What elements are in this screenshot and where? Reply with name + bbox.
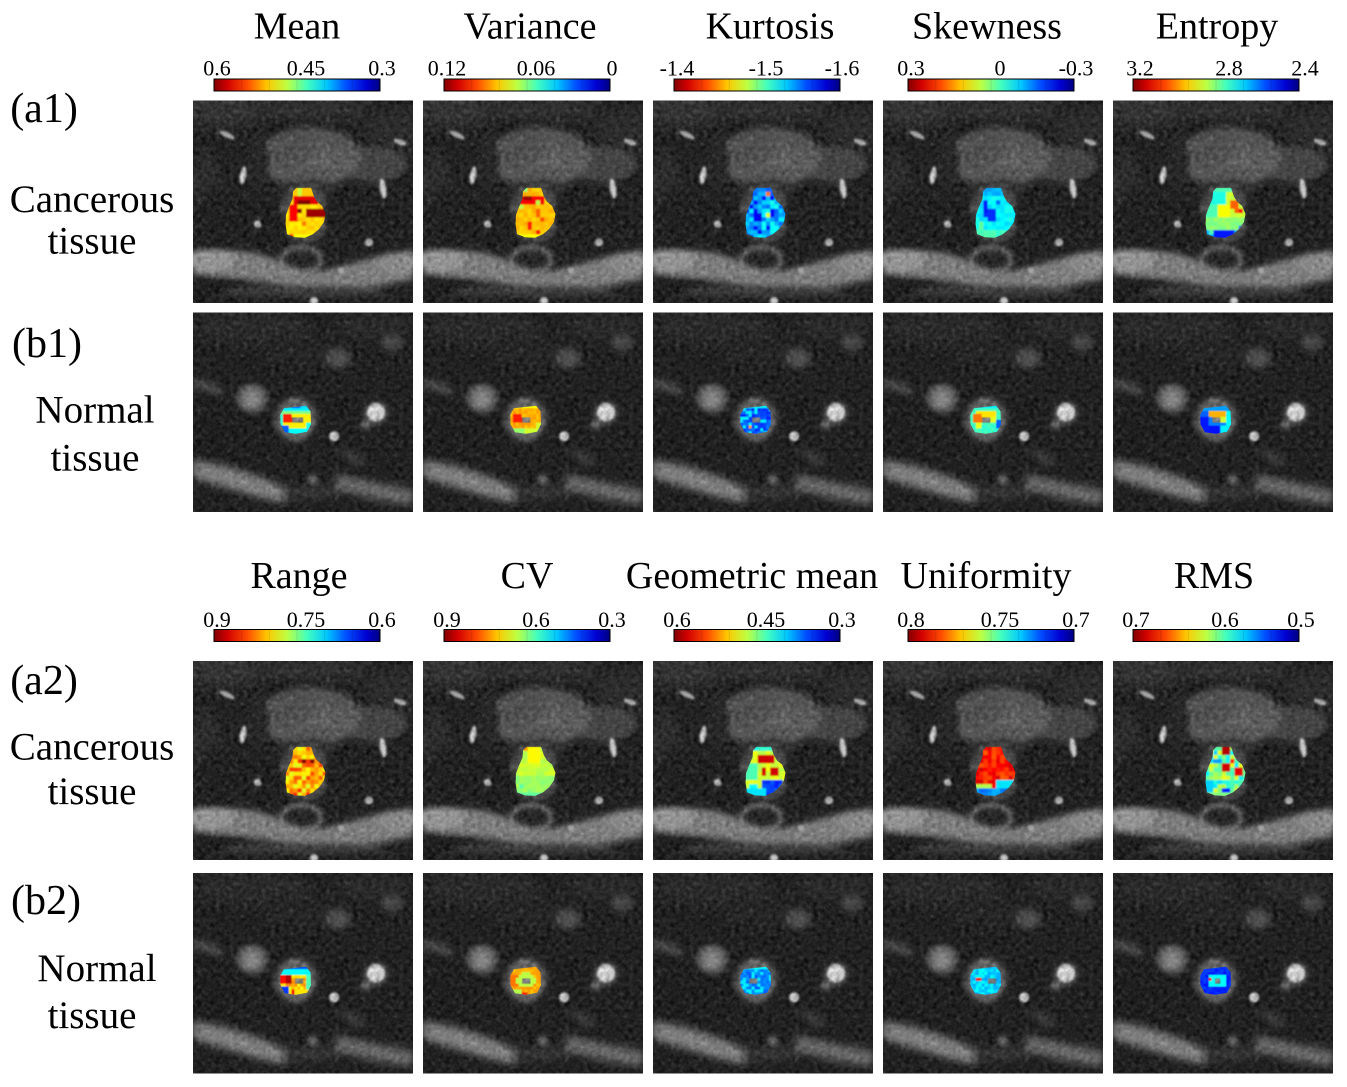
svg-text:(a2): (a2) [10, 658, 78, 704]
svg-text:Geometric mean: Geometric mean [626, 555, 878, 597]
svg-text:Range: Range [250, 555, 347, 597]
svg-text:0.9: 0.9 [433, 607, 461, 632]
svg-text:0.45: 0.45 [747, 607, 786, 632]
svg-text:-1.4: -1.4 [660, 56, 695, 81]
svg-text:(a1): (a1) [10, 86, 78, 132]
svg-text:tissue: tissue [48, 994, 137, 1037]
svg-text:0.3: 0.3 [368, 56, 396, 81]
svg-text:0.3: 0.3 [598, 607, 626, 632]
svg-text:0.12: 0.12 [428, 56, 467, 81]
svg-text:Kurtosis: Kurtosis [706, 6, 835, 48]
svg-text:0.6: 0.6 [368, 607, 396, 632]
svg-text:0.3: 0.3 [828, 607, 856, 632]
svg-text:Skewness: Skewness [912, 6, 1062, 48]
svg-text:0.5: 0.5 [1287, 607, 1315, 632]
svg-text:(b1): (b1) [12, 321, 82, 367]
svg-text:Variance: Variance [464, 6, 597, 48]
svg-text:-1.6: -1.6 [825, 56, 860, 81]
svg-text:Normal: Normal [37, 947, 156, 990]
svg-text:0: 0 [995, 56, 1006, 81]
svg-text:RMS: RMS [1174, 555, 1254, 597]
svg-text:0.7: 0.7 [1062, 607, 1090, 632]
svg-text:Cancerous: Cancerous [10, 726, 175, 769]
svg-text:0: 0 [607, 56, 618, 81]
svg-text:0.06: 0.06 [517, 56, 556, 81]
svg-text:Cancerous: Cancerous [10, 178, 175, 221]
svg-text:0.7: 0.7 [1122, 607, 1150, 632]
svg-text:0.6: 0.6 [203, 56, 231, 81]
svg-text:0.3: 0.3 [897, 56, 925, 81]
svg-text:tissue: tissue [51, 437, 140, 480]
svg-text:2.8: 2.8 [1215, 56, 1243, 81]
svg-text:-1.5: -1.5 [749, 56, 784, 81]
svg-text:Mean: Mean [254, 6, 341, 48]
svg-text:CV: CV [501, 555, 554, 597]
svg-text:3.2: 3.2 [1126, 56, 1154, 81]
svg-text:tissue: tissue [48, 220, 137, 263]
svg-text:0.45: 0.45 [287, 56, 326, 81]
svg-text:-0.3: -0.3 [1059, 56, 1094, 81]
svg-text:tissue: tissue [48, 770, 137, 813]
svg-text:0.6: 0.6 [1211, 607, 1239, 632]
svg-text:Normal: Normal [35, 389, 154, 432]
svg-text:0.75: 0.75 [287, 607, 326, 632]
svg-text:Uniformity: Uniformity [901, 555, 1072, 597]
svg-text:Entropy: Entropy [1156, 6, 1278, 48]
svg-text:(b2): (b2) [11, 878, 81, 924]
svg-text:0.6: 0.6 [522, 607, 550, 632]
svg-text:0.75: 0.75 [981, 607, 1020, 632]
svg-text:0.9: 0.9 [203, 607, 231, 632]
svg-text:0.6: 0.6 [663, 607, 691, 632]
svg-text:0.8: 0.8 [897, 607, 925, 632]
svg-text:2.4: 2.4 [1291, 56, 1319, 81]
